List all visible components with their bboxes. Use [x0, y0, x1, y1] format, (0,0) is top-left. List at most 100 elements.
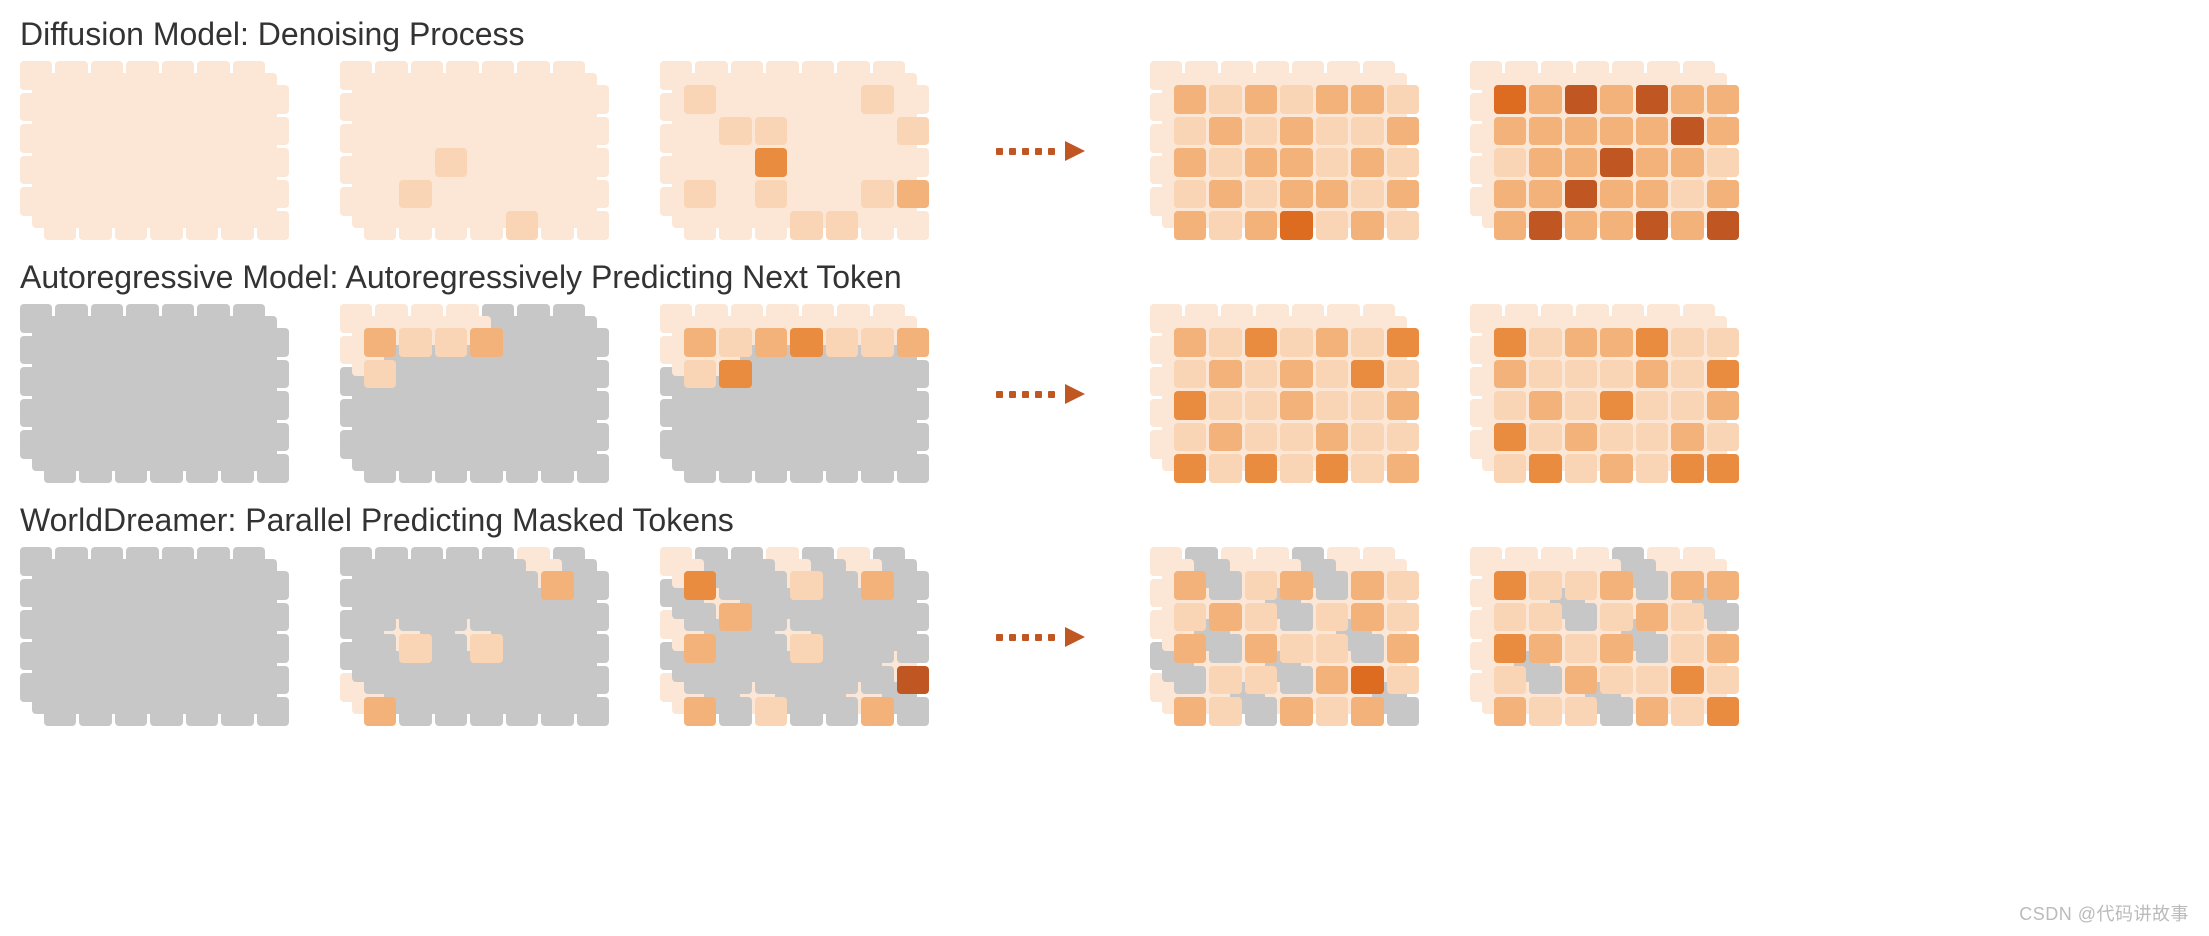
token-cell — [861, 180, 893, 209]
token-cell — [1174, 423, 1206, 452]
token-cell — [1174, 85, 1206, 114]
token-cell — [1707, 634, 1739, 663]
token-cell — [577, 666, 609, 695]
row-title: Diffusion Model: Denoising Process — [20, 16, 2189, 53]
token-cell — [1387, 391, 1419, 420]
grid-layer — [1494, 571, 1739, 726]
token-cell — [861, 697, 893, 726]
token-cell — [684, 211, 716, 240]
token-cell — [1494, 148, 1526, 177]
token-cell — [257, 634, 289, 663]
token-cell — [861, 360, 893, 389]
token-cell — [435, 666, 467, 695]
token-cell — [790, 571, 822, 600]
token-cell — [1529, 666, 1561, 695]
token-cell — [577, 85, 609, 114]
token-cell — [1565, 117, 1597, 146]
token-cell — [755, 571, 787, 600]
row-title: WorldDreamer: Parallel Predicting Masked… — [20, 502, 2189, 539]
token-cell — [257, 423, 289, 452]
grid-stack — [1150, 61, 1420, 241]
token-cell — [1671, 666, 1703, 695]
token-cell — [364, 571, 396, 600]
token-cell — [861, 634, 893, 663]
token-cell — [1636, 454, 1668, 483]
token-grid — [684, 571, 929, 726]
token-cell — [506, 148, 538, 177]
token-cell — [364, 85, 396, 114]
token-cell — [1351, 391, 1383, 420]
token-cell — [399, 697, 431, 726]
token-cell — [257, 211, 289, 240]
token-cell — [1280, 211, 1312, 240]
token-cell — [826, 391, 858, 420]
token-cell — [1671, 180, 1703, 209]
token-cell — [1600, 117, 1632, 146]
token-cell — [186, 603, 218, 632]
token-cell — [826, 117, 858, 146]
token-cell — [1600, 360, 1632, 389]
token-cell — [364, 423, 396, 452]
token-cell — [399, 85, 431, 114]
token-cell — [1671, 328, 1703, 357]
token-cell — [684, 423, 716, 452]
token-cell — [1494, 328, 1526, 357]
token-cell — [435, 571, 467, 600]
token-cell — [1671, 117, 1703, 146]
token-cell — [1280, 423, 1312, 452]
token-cell — [1245, 454, 1277, 483]
token-cell — [506, 666, 538, 695]
arrow-dot — [1035, 391, 1042, 398]
token-cell — [1174, 603, 1206, 632]
token-cell — [470, 117, 502, 146]
token-cell — [150, 423, 182, 452]
token-cell — [1316, 571, 1348, 600]
token-cell — [506, 211, 538, 240]
token-cell — [1387, 634, 1419, 663]
token-cell — [1351, 454, 1383, 483]
token-cell — [897, 603, 929, 632]
token-cell — [1529, 360, 1561, 389]
token-cell — [577, 603, 609, 632]
token-cell — [1565, 423, 1597, 452]
token-cell — [221, 180, 253, 209]
token-cell — [186, 85, 218, 114]
token-cell — [1671, 634, 1703, 663]
token-cell — [186, 328, 218, 357]
token-cell — [541, 423, 573, 452]
token-cell — [1174, 697, 1206, 726]
token-cell — [1494, 85, 1526, 114]
token-cell — [399, 603, 431, 632]
token-cell — [861, 571, 893, 600]
token-cell — [79, 391, 111, 420]
token-grid — [1494, 85, 1739, 240]
token-cell — [755, 603, 787, 632]
token-cell — [186, 697, 218, 726]
token-cell — [541, 328, 573, 357]
token-cell — [1707, 117, 1739, 146]
token-cell — [1316, 666, 1348, 695]
token-cell — [470, 603, 502, 632]
token-cell — [506, 697, 538, 726]
token-cell — [1351, 666, 1383, 695]
token-cell — [399, 328, 431, 357]
arrow-dot — [1035, 148, 1042, 155]
token-cell — [257, 180, 289, 209]
token-cell — [1174, 666, 1206, 695]
token-cell — [399, 148, 431, 177]
token-cell — [1529, 148, 1561, 177]
token-cell — [790, 603, 822, 632]
token-cell — [470, 423, 502, 452]
token-cell — [115, 423, 147, 452]
token-cell — [755, 328, 787, 357]
token-cell — [1671, 423, 1703, 452]
token-cell — [150, 180, 182, 209]
arrow-dot — [1048, 634, 1055, 641]
token-cell — [1600, 328, 1632, 357]
grid-layer — [684, 571, 929, 726]
token-cell — [790, 634, 822, 663]
token-cell — [719, 571, 751, 600]
arrow-dot — [1022, 148, 1029, 155]
token-cell — [1245, 571, 1277, 600]
token-cell — [1387, 603, 1419, 632]
